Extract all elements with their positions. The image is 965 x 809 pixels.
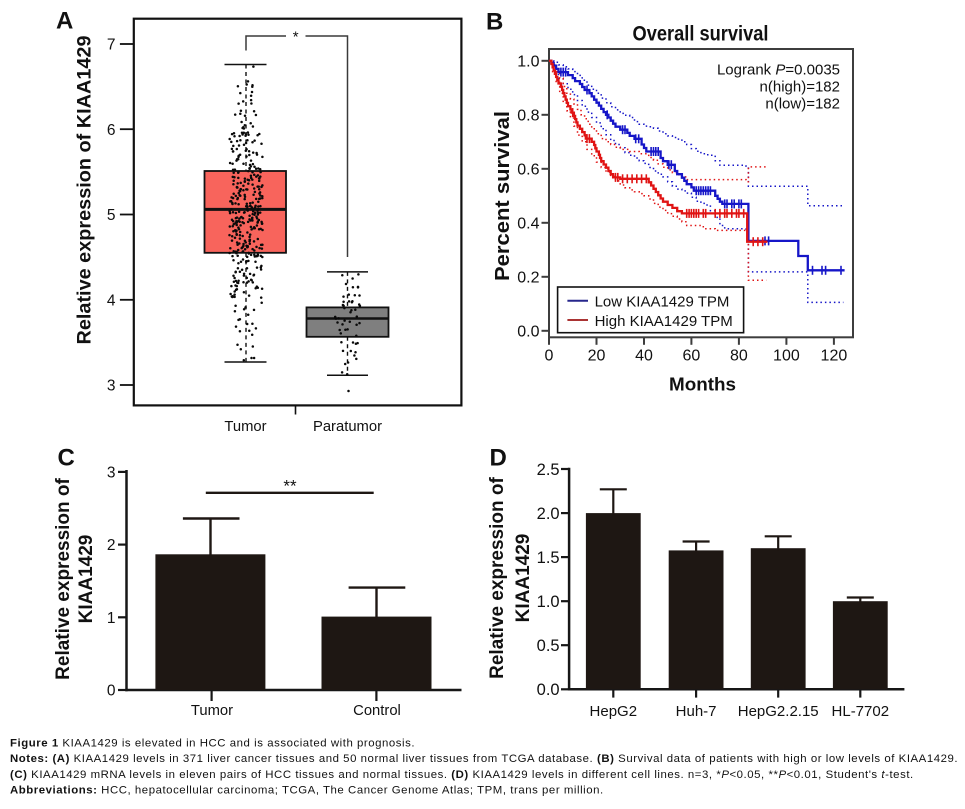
svg-text:Logrank P=0.0035: Logrank P=0.0035 xyxy=(717,61,840,78)
svg-text:1.0: 1.0 xyxy=(517,53,539,70)
svg-text:Tumor: Tumor xyxy=(224,419,266,435)
svg-text:2.0: 2.0 xyxy=(537,505,560,523)
svg-text:Notes: (A) KIAA1429 levels in: Notes: (A) KIAA1429 levels in 371 liver … xyxy=(10,753,958,765)
svg-text:Abbreviations: HCC, hepatocell: Abbreviations: HCC, hepatocellular carci… xyxy=(10,785,604,797)
svg-text:Control: Control xyxy=(353,703,401,719)
svg-text:0.6: 0.6 xyxy=(517,161,539,178)
svg-text:Percent survival: Percent survival xyxy=(492,111,514,281)
svg-text:High KIAA1429 TPM: High KIAA1429 TPM xyxy=(595,313,733,330)
svg-text:60: 60 xyxy=(683,348,701,365)
svg-text:Figure 1 KIAA1429 is elevated: Figure 1 KIAA1429 is elevated in HCC and… xyxy=(10,737,415,749)
svg-text:HepG2: HepG2 xyxy=(590,703,638,720)
svg-text:0: 0 xyxy=(545,348,554,365)
svg-text:1.0: 1.0 xyxy=(537,593,560,611)
svg-text:Tumor: Tumor xyxy=(191,703,233,719)
svg-text:**: ** xyxy=(283,477,297,496)
svg-text:40: 40 xyxy=(635,348,653,365)
svg-text:Months: Months xyxy=(669,375,736,395)
svg-text:n(low)=182: n(low)=182 xyxy=(765,96,840,113)
svg-text:0.0: 0.0 xyxy=(517,323,539,340)
svg-text:Overall survival: Overall survival xyxy=(633,23,769,46)
svg-text:0.4: 0.4 xyxy=(517,215,539,232)
svg-text:0: 0 xyxy=(107,683,116,700)
svg-text:0.2: 0.2 xyxy=(517,269,539,286)
svg-text:Huh-7: Huh-7 xyxy=(676,703,717,720)
svg-text:B: B xyxy=(486,9,503,36)
svg-text:100: 100 xyxy=(773,348,800,365)
svg-text:6: 6 xyxy=(107,122,116,139)
svg-text:KIAA1429: KIAA1429 xyxy=(76,535,97,624)
svg-text:2: 2 xyxy=(107,537,116,554)
svg-text:7: 7 xyxy=(107,37,116,54)
svg-text:3: 3 xyxy=(107,465,116,482)
svg-text:KIAA1429: KIAA1429 xyxy=(513,534,534,623)
svg-text:n(high)=182: n(high)=182 xyxy=(760,79,840,96)
svg-text:120: 120 xyxy=(821,348,848,365)
svg-text:(C) KIAA1429 mRNA levels in el: (C) KIAA1429 mRNA levels in eleven pairs… xyxy=(10,769,914,781)
svg-text:Relative expression of: Relative expression of xyxy=(487,476,508,678)
svg-text:1.5: 1.5 xyxy=(537,549,560,567)
svg-text:20: 20 xyxy=(588,348,606,365)
svg-text:3: 3 xyxy=(107,378,116,395)
svg-text:HepG2.2.15: HepG2.2.15 xyxy=(738,703,819,720)
svg-text:Low KIAA1429 TPM: Low KIAA1429 TPM xyxy=(595,293,730,310)
svg-text:5: 5 xyxy=(107,207,116,224)
svg-text:*: * xyxy=(293,29,299,46)
svg-text:HL-7702: HL-7702 xyxy=(832,703,890,720)
svg-text:D: D xyxy=(490,444,507,471)
svg-text:0.5: 0.5 xyxy=(537,637,560,655)
svg-text:80: 80 xyxy=(730,348,748,365)
svg-text:Relative expression of KIAA142: Relative expression of KIAA1429 xyxy=(74,35,96,344)
svg-text:Paratumor: Paratumor xyxy=(313,419,382,435)
svg-text:0.0: 0.0 xyxy=(537,681,560,699)
svg-text:Relative expression of: Relative expression of xyxy=(53,477,74,679)
svg-text:1: 1 xyxy=(107,610,116,627)
svg-text:0.8: 0.8 xyxy=(517,107,539,124)
svg-text:2.5: 2.5 xyxy=(537,461,560,479)
svg-text:C: C xyxy=(58,444,75,471)
svg-text:4: 4 xyxy=(107,292,116,309)
svg-text:A: A xyxy=(56,7,73,34)
